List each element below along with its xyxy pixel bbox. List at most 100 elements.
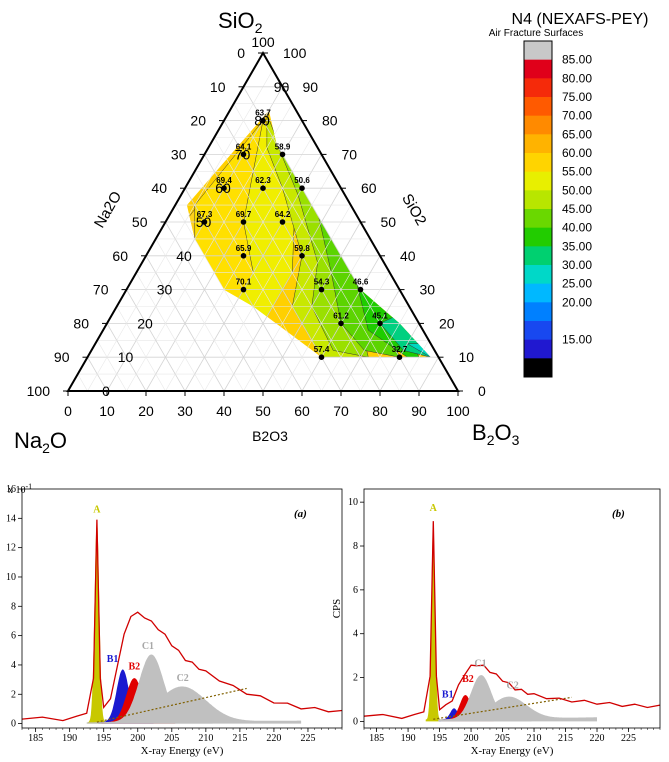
legend-swatch xyxy=(524,153,552,173)
tick-label-na2o: 70 xyxy=(93,282,109,298)
data-point-label: 64.1 xyxy=(236,142,252,151)
grid-line-minor xyxy=(213,137,361,392)
spectrum-panel-a: 185 190 195 200 205 210 215 220 225 0 2 4 6 8 10 12 14 16… xyxy=(0,482,343,757)
tick-label-b2o3: 80 xyxy=(372,403,388,419)
legend-swatch xyxy=(524,209,552,229)
peak-c2 xyxy=(86,686,302,724)
tick-label-sio2: 100 xyxy=(283,45,307,61)
plot-frame xyxy=(21,488,343,729)
legend-swatch xyxy=(524,246,552,266)
x-tick-label: 190 xyxy=(401,733,416,744)
legend-level-label: 45.00 xyxy=(562,202,592,216)
tick-label-sio2-inner: 40 xyxy=(176,248,192,264)
y-tick-label: 0 xyxy=(353,716,358,727)
grid-line-minor xyxy=(174,204,283,392)
tick-label-sio2-inner: 100 xyxy=(251,34,275,50)
legend-swatch xyxy=(524,59,552,79)
grid-line-minor xyxy=(96,340,127,392)
legend-level-label: 35.00 xyxy=(562,239,592,253)
y-tick-label: 2 xyxy=(353,673,358,684)
peak-a xyxy=(87,520,109,724)
data-point xyxy=(318,354,325,361)
data-point xyxy=(279,151,286,158)
legend-level-label: 75.00 xyxy=(562,90,592,104)
legend-swatch xyxy=(524,265,552,285)
tick-label-na2o: 60 xyxy=(112,248,128,264)
step-edge xyxy=(96,687,247,723)
ternary-contour-fill xyxy=(186,110,431,358)
y-tick-label: 0 xyxy=(11,719,16,730)
grid-line-minor xyxy=(116,306,166,392)
panel-id: (b) xyxy=(612,508,625,520)
data-point-label: 54.3 xyxy=(314,278,330,287)
tick-label-b2o3: 60 xyxy=(294,403,310,419)
x-tick-label: 195 xyxy=(96,733,111,744)
data-point xyxy=(299,253,305,259)
apex-sio2-label: SiO2 xyxy=(218,8,263,36)
y-tick-label: 10 xyxy=(6,572,16,583)
peak-label-a: A xyxy=(93,504,101,515)
tick-label-sio2: 40 xyxy=(400,248,416,264)
tick-label-sio2-inner: 20 xyxy=(137,315,153,331)
legend-level-label: 65.00 xyxy=(562,127,592,141)
tick-label-b2o3: 70 xyxy=(333,403,349,419)
data-point xyxy=(201,219,208,225)
y-tick-label: 6 xyxy=(353,585,358,596)
legend-level-label: 50.00 xyxy=(562,183,592,197)
legend-swatch xyxy=(524,227,552,247)
plot-frame xyxy=(363,488,661,729)
y-tick-label: 8 xyxy=(11,601,16,612)
data-point xyxy=(260,117,266,124)
tick-label-na2o: 0 xyxy=(237,45,245,61)
tick-label-na2o: 10 xyxy=(210,79,226,95)
data-point xyxy=(279,219,286,225)
data-point xyxy=(240,253,247,259)
data-point xyxy=(299,185,305,191)
legend-level-label: 70.00 xyxy=(562,109,592,123)
tick-label-sio2-inner: 90 xyxy=(274,79,290,95)
legend-level-label: 40.00 xyxy=(562,221,592,235)
axis-left-label: Na2O xyxy=(91,189,125,231)
grid-line xyxy=(165,221,264,392)
legend-level-label: 30.00 xyxy=(562,258,592,272)
tick-label-sio2: 80 xyxy=(322,113,338,129)
legend-swatch xyxy=(524,339,552,359)
tick-label-sio2: 70 xyxy=(342,146,358,162)
peak-label-a: A xyxy=(430,503,438,514)
grid-line-minor xyxy=(243,204,352,392)
grid-line xyxy=(204,154,342,392)
y-tick-label: 2 xyxy=(11,689,16,700)
legend-frame xyxy=(523,40,553,378)
ternary-diagram: 0001001010109020202080303030704040406050… xyxy=(14,8,520,456)
data-point-label: 46.6 xyxy=(353,278,369,287)
grid-line-minor xyxy=(135,272,205,392)
spectrum-envelope xyxy=(21,519,343,722)
legend-colorbar xyxy=(523,40,553,378)
grid-line xyxy=(145,255,225,392)
spectrum-panel-b: 185 190 195 200 205 210 215 220 225 0 2 4 6 8 10 X-ray … xyxy=(331,488,661,757)
peak-a xyxy=(425,522,443,722)
grid-line-minor xyxy=(77,373,88,392)
legend-swatch xyxy=(524,190,552,210)
data-point xyxy=(260,185,266,191)
y-tick-label: 10 xyxy=(348,497,358,508)
data-point xyxy=(396,354,403,361)
data-point xyxy=(338,320,344,327)
peak-c2 xyxy=(438,696,598,722)
legend-tick-labels: 85.00 80.00 75.00 70.00 65.00 60.00 55.00 50.00… xyxy=(562,53,592,347)
tick-label-sio2: 0 xyxy=(478,383,486,399)
tick-label-na2o: 100 xyxy=(27,383,51,399)
apex-b2o3-label: B2O3 xyxy=(472,420,520,448)
y-tick-label: 14 xyxy=(6,513,16,524)
apex-na2o-label: Na2O xyxy=(14,428,67,456)
x-tick-label: 195 xyxy=(432,733,447,744)
tick-label-sio2: 10 xyxy=(459,349,475,365)
x-tick-label: 185 xyxy=(28,733,43,744)
step-edge xyxy=(433,696,572,720)
tick-label-na2o: 20 xyxy=(190,113,206,129)
x-tick-label: 225 xyxy=(300,733,315,744)
legend-swatch xyxy=(524,321,552,341)
tick-label-sio2: 30 xyxy=(420,282,436,298)
y-tick-label: 6 xyxy=(11,631,16,642)
tick-label-sio2-inner: 0 xyxy=(102,383,110,399)
